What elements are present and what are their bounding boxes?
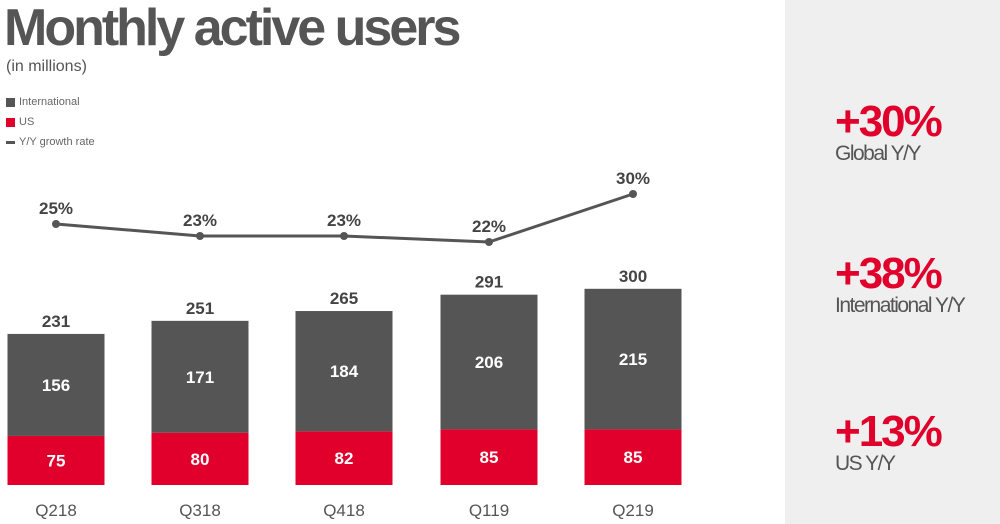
growth-label: 30% bbox=[616, 169, 650, 188]
chart-subtitle: (in millions) bbox=[6, 58, 87, 75]
stat-us: +13% US Y/Y bbox=[835, 407, 943, 475]
data-label-us: 82 bbox=[335, 449, 354, 468]
growth-label: 25% bbox=[39, 199, 73, 218]
stat-value: +38% bbox=[835, 249, 943, 298]
data-label-total: 231 bbox=[42, 312, 70, 331]
data-label-total: 251 bbox=[186, 299, 214, 318]
bar-international bbox=[151, 320, 249, 433]
bar-international bbox=[440, 294, 538, 430]
data-label-total: 291 bbox=[475, 273, 503, 292]
growth-point bbox=[629, 190, 637, 198]
legend-international: International bbox=[6, 92, 95, 112]
stat-global: +30% Global Y/Y bbox=[835, 97, 943, 165]
legend-swatch-line bbox=[6, 140, 15, 144]
data-label-international: 156 bbox=[42, 376, 70, 395]
stat-international: +38% International Y/Y bbox=[835, 249, 966, 317]
growth-label: 22% bbox=[472, 217, 506, 236]
bar-international bbox=[295, 311, 393, 432]
chart-area: 75 156 231 Q218 80 171 251 Q318 82 184 265 Q418 85 20… bbox=[7, 169, 682, 520]
bar-us bbox=[295, 431, 393, 485]
bar-us bbox=[584, 429, 682, 485]
legend-label: Y/Y growth rate bbox=[19, 136, 95, 148]
growth-point bbox=[485, 238, 493, 246]
legend-label: US bbox=[19, 116, 35, 128]
data-label-us: 85 bbox=[480, 448, 499, 467]
stat-label: US Y/Y bbox=[835, 452, 896, 475]
bar-us bbox=[151, 432, 249, 485]
legend-label: International bbox=[19, 96, 80, 108]
legend-us: US bbox=[6, 112, 95, 132]
data-label-international: 184 bbox=[330, 362, 359, 381]
x-tick-label: Q218 bbox=[35, 501, 77, 520]
bar-us bbox=[7, 435, 105, 485]
data-label-us: 80 bbox=[191, 450, 210, 469]
stat-value: +30% bbox=[835, 97, 943, 146]
data-label-us: 85 bbox=[624, 448, 643, 467]
growth-point bbox=[52, 220, 60, 228]
x-tick-label: Q318 bbox=[179, 501, 221, 520]
data-label-us: 75 bbox=[47, 451, 66, 470]
data-label-international: 206 bbox=[475, 353, 503, 372]
bar-us bbox=[440, 429, 538, 485]
bar-international bbox=[584, 288, 682, 430]
chart-title: Monthly active users bbox=[4, 0, 461, 57]
x-tick-label: Q219 bbox=[612, 501, 654, 520]
x-tick-label: Q418 bbox=[323, 501, 365, 520]
stat-label: Global Y/Y bbox=[835, 142, 922, 165]
stats-panel: +30% Global Y/Y +38% International Y/Y +13… bbox=[785, 0, 1000, 524]
bar-international bbox=[7, 333, 105, 436]
growth-point bbox=[196, 232, 204, 240]
data-label-international: 171 bbox=[186, 368, 214, 387]
data-label-total: 300 bbox=[619, 267, 647, 286]
legend: International US Y/Y growth rate bbox=[6, 92, 95, 152]
growth-point bbox=[340, 232, 348, 240]
data-label-total: 265 bbox=[330, 289, 358, 308]
growth-label: 23% bbox=[327, 211, 361, 230]
legend-growth: Y/Y growth rate bbox=[6, 132, 95, 152]
stat-value: +13% bbox=[835, 407, 943, 456]
data-label-international: 215 bbox=[619, 350, 647, 369]
x-tick-label: Q119 bbox=[469, 501, 509, 520]
legend-swatch-international bbox=[6, 97, 15, 107]
legend-swatch-us bbox=[6, 117, 15, 127]
stat-label: International Y/Y bbox=[835, 294, 966, 317]
growth-label: 23% bbox=[183, 211, 217, 230]
